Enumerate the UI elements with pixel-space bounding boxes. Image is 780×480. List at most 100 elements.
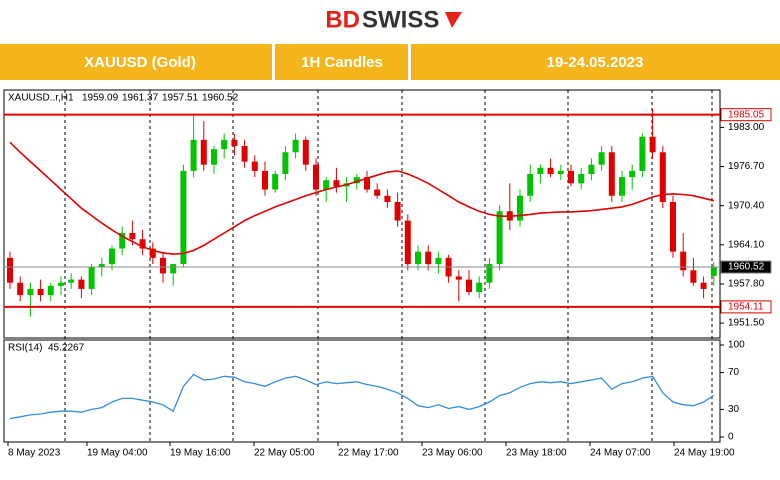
rsi-line xyxy=(9,373,715,420)
x-tick-label: 23 May 06:00 xyxy=(422,448,483,459)
ohlc-open: 1959.09 xyxy=(82,93,119,104)
candle-body xyxy=(37,288,44,296)
banner-bg xyxy=(0,44,780,80)
candle-body xyxy=(557,170,564,174)
x-tick-label: 8 May 2023 xyxy=(8,448,61,459)
candle-body xyxy=(88,267,95,289)
x-tick-label: 24 May 07:00 xyxy=(590,448,651,459)
candle-body xyxy=(476,282,483,293)
candle-body xyxy=(323,180,330,190)
candle-body xyxy=(119,233,126,249)
banner-sep xyxy=(408,44,411,80)
level-label-box xyxy=(720,108,772,122)
candle-body xyxy=(180,170,187,265)
candle-body xyxy=(659,152,666,202)
candle-body xyxy=(302,139,309,165)
logo-swiss: SWISS xyxy=(362,6,439,33)
candle-body xyxy=(547,167,554,174)
candle-body xyxy=(47,285,54,296)
candle-body xyxy=(364,177,370,190)
candle-body xyxy=(435,257,442,265)
banner-timeframe: 1H Candles xyxy=(301,54,383,71)
candle-body xyxy=(374,189,381,196)
candle-body xyxy=(231,139,238,147)
candle-body xyxy=(262,170,268,190)
candle-body xyxy=(608,152,615,196)
x-tick-label: 19 May 16:00 xyxy=(170,448,231,459)
logo-bd: BD xyxy=(325,6,360,33)
ohlc-close: 1960.52 xyxy=(202,93,239,104)
candle-body xyxy=(292,139,299,153)
candle-body xyxy=(251,161,258,171)
candle-body xyxy=(190,139,197,171)
y-tick-label: 1976.70 xyxy=(728,161,765,172)
symbol-label: XAUUSD..r,H1 xyxy=(8,93,74,104)
rsi-tick-label: 0 xyxy=(728,432,734,443)
candle-body xyxy=(517,195,523,221)
candle-body xyxy=(272,174,279,190)
banner-symbol: XAUUSD (Gold) xyxy=(84,54,196,71)
moving-average xyxy=(9,141,714,255)
candle-body xyxy=(598,152,605,165)
candle-body xyxy=(221,139,228,150)
rsi-tick-label: 30 xyxy=(728,404,740,415)
candle-body xyxy=(333,180,340,187)
candle-body xyxy=(139,239,146,249)
candle-body xyxy=(700,282,707,289)
candle-body xyxy=(211,149,217,165)
candle-body xyxy=(619,177,625,196)
candle-body xyxy=(455,276,462,280)
rsi-tick-label: 100 xyxy=(728,340,745,351)
candle-body xyxy=(578,174,585,184)
candle-body xyxy=(98,264,105,268)
rsi-value: 45.2267 xyxy=(48,343,85,354)
candle-body xyxy=(282,152,289,174)
candle-body xyxy=(160,257,166,274)
candle-body xyxy=(149,248,156,258)
candle-body xyxy=(690,270,697,283)
candle-body xyxy=(404,220,411,265)
candle-body xyxy=(670,201,676,252)
candle-body xyxy=(568,170,574,184)
candle-body xyxy=(588,164,595,174)
ohlc-high: 1961.37 xyxy=(122,93,159,104)
x-tick-label: 23 May 18:00 xyxy=(506,448,567,459)
candle-body xyxy=(27,288,34,296)
candle-body xyxy=(129,233,136,240)
ohlc-low: 1957.51 xyxy=(162,93,199,104)
x-tick-label: 19 May 04:00 xyxy=(87,448,148,459)
rsi-tick-label: 70 xyxy=(728,367,740,378)
level-label-box xyxy=(720,260,772,274)
candle-body xyxy=(384,195,391,202)
candle-body xyxy=(394,201,401,221)
y-tick-label: 1964.10 xyxy=(728,239,765,250)
candle-body xyxy=(537,167,544,174)
candle-body xyxy=(313,164,319,190)
x-tick-label: 24 May 19:00 xyxy=(674,448,735,459)
candle-body xyxy=(78,279,85,289)
separators xyxy=(64,90,713,442)
candle-body xyxy=(7,257,13,283)
rsi-label: RSI(14) xyxy=(8,343,42,354)
candle-body xyxy=(639,136,646,171)
candle-body xyxy=(109,248,115,265)
x-tick-label: 22 May 05:00 xyxy=(254,448,315,459)
y-tick-label: 1983.00 xyxy=(728,122,765,133)
candle-body xyxy=(425,251,432,265)
candle-body xyxy=(649,136,656,153)
rsi-frame xyxy=(3,339,721,443)
candle-body xyxy=(629,170,636,178)
level-label: 1954.11 xyxy=(728,302,764,313)
banner-sep xyxy=(272,44,275,80)
logo-icon xyxy=(445,12,462,28)
y-tick-label: 1970.40 xyxy=(728,200,765,211)
candle-body xyxy=(710,267,717,276)
candle-body xyxy=(170,264,177,274)
candle-body xyxy=(200,139,207,165)
candle-body xyxy=(680,251,687,271)
banner-date: 19-24.05.2023 xyxy=(547,54,644,71)
candle-body xyxy=(68,279,75,283)
candle-body xyxy=(353,177,360,184)
y-tick-label: 1951.50 xyxy=(728,318,765,329)
